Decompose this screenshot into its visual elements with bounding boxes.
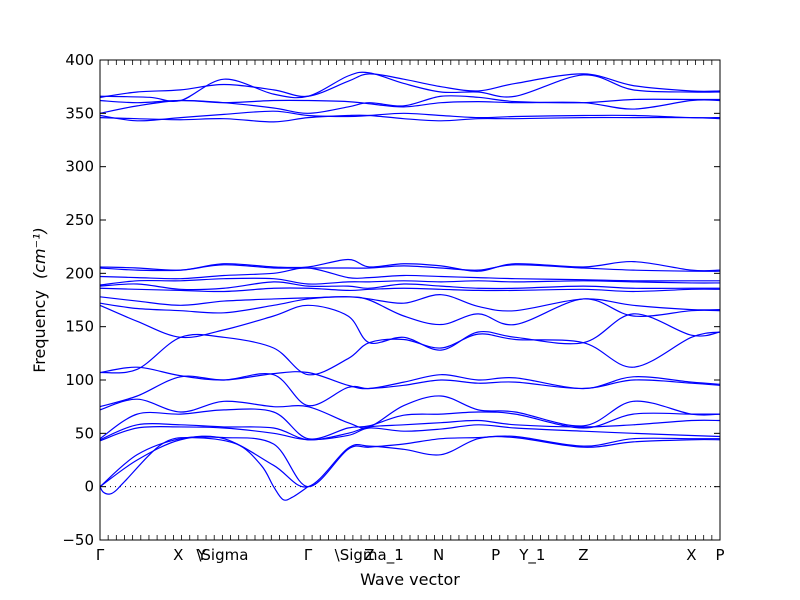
band-line-20	[99, 408, 720, 440]
band-line-2	[99, 71, 721, 103]
band-line-10	[99, 277, 721, 286]
x-tick-label: Z	[578, 546, 588, 564]
y-tick-label: 300	[65, 158, 94, 176]
x-tick-label: X	[173, 546, 183, 564]
y-tick-label: 200	[65, 264, 94, 282]
y-tick-label: −50	[62, 531, 94, 549]
band-line-1	[99, 73, 721, 98]
plot-area	[100, 60, 720, 540]
x-tick-label: P	[715, 546, 724, 564]
y-tick-label: 0	[84, 478, 94, 496]
x-tick-label: Γ	[96, 546, 105, 564]
band-line-24	[99, 435, 721, 488]
x-tick-label: Y_1	[518, 546, 545, 565]
band-line-8	[99, 264, 721, 272]
y-axis-ticks: −50 0 50 100 150 200 250 300 350 400	[62, 51, 720, 549]
y-tick-label: 250	[65, 211, 94, 229]
x-tick-label: Γ	[304, 546, 313, 564]
x-tick-label: N	[433, 546, 444, 564]
band-line-17	[99, 366, 721, 390]
band-line-4	[99, 99, 721, 114]
y-axis-label: Frequency	[30, 290, 49, 373]
band-line-13	[99, 294, 721, 312]
y-tick-label: 150	[65, 318, 94, 336]
band-line-18	[99, 373, 721, 408]
band-line-6	[99, 114, 721, 123]
band-line-19	[99, 395, 721, 429]
x-tick-label: \Sigma	[196, 546, 248, 564]
x-tick-label: X	[686, 546, 696, 564]
band-line-5	[99, 110, 721, 122]
band-line-9	[99, 267, 720, 282]
band-line-11	[99, 281, 720, 291]
x-tick-label: \Sigma_1	[335, 546, 404, 565]
y-tick-label: 50	[75, 424, 94, 442]
y-axis-unit: (cm⁻¹)	[30, 227, 49, 279]
y-tick-label: 400	[65, 51, 94, 69]
y-axis-label-group: Frequency (cm⁻¹)	[30, 227, 49, 372]
band-line-25	[99, 436, 309, 501]
band-line-22	[99, 424, 721, 442]
phonon-bands	[99, 71, 721, 501]
y-tick-label: 100	[65, 371, 94, 389]
x-tick-label: Z	[364, 546, 374, 564]
x-axis-ticks: Γ X Y\Sigma Γ Z\Sigma_1 N P Y_1 Z X P	[96, 60, 725, 565]
band-line-21	[99, 419, 721, 441]
band-line-16	[99, 331, 721, 376]
x-axis-label: Wave vector	[360, 570, 460, 589]
x-tick-label: Y	[196, 546, 207, 564]
band-line-14	[99, 296, 721, 326]
svg-text:Frequency (cm⁻¹): Frequency (cm⁻¹)	[30, 227, 49, 372]
band-line-12	[99, 287, 721, 293]
y-tick-label: 350	[65, 104, 94, 122]
x-tick-label: P	[491, 546, 500, 564]
